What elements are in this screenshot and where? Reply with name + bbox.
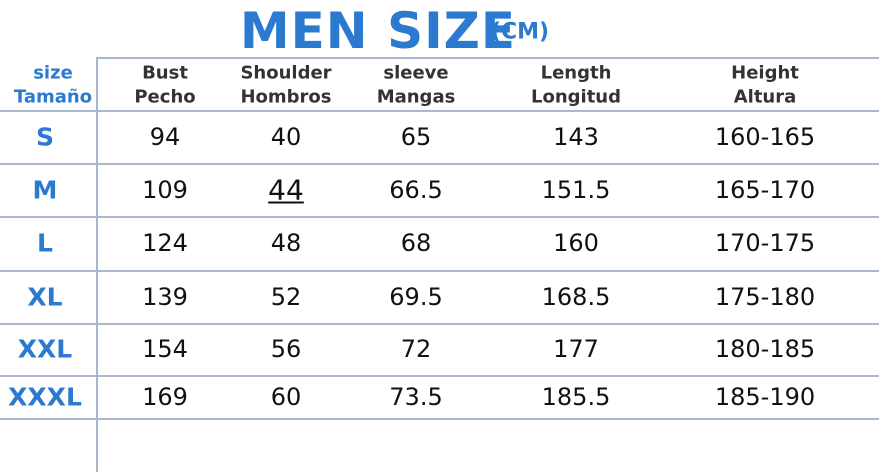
- row-line: [0, 375, 879, 377]
- cell: 69.5: [389, 283, 443, 311]
- cell: 154: [142, 335, 188, 363]
- cell: 185.5: [541, 383, 611, 411]
- header-cell: Bust: [142, 62, 188, 84]
- cell: 185-190: [714, 383, 816, 411]
- size-label: XXXL: [8, 382, 82, 412]
- cell: 60: [270, 383, 302, 411]
- cell: 52: [270, 283, 302, 311]
- cell: 180-185: [714, 335, 816, 363]
- cell: 177: [553, 335, 599, 363]
- size-label: L: [37, 228, 53, 258]
- cell: 48: [270, 229, 302, 257]
- cell: 151.5: [541, 176, 611, 204]
- cell: 72: [400, 335, 432, 363]
- header-cell: Hombros: [240, 86, 332, 108]
- cell: 139: [142, 283, 188, 311]
- header-cell: Length: [540, 62, 612, 84]
- cell: 160: [553, 229, 599, 257]
- cell: 175-180: [714, 283, 816, 311]
- cell: 170-175: [714, 229, 816, 257]
- header-cell: sleeve: [383, 62, 449, 84]
- header-cell: size: [33, 62, 73, 84]
- header-cell: Altura: [733, 86, 797, 108]
- header-cell: Longitud: [530, 86, 622, 108]
- cell: 160-165: [714, 123, 816, 151]
- row-line: [0, 418, 879, 420]
- cell: 94: [149, 123, 181, 151]
- cell: 124: [142, 229, 188, 257]
- unit: (CM): [490, 19, 550, 45]
- cell: 66.5: [389, 176, 443, 204]
- size-label: M: [32, 175, 58, 205]
- cell: 68: [400, 229, 432, 257]
- title: MEN SIZE: [239, 2, 517, 60]
- row-line: [0, 323, 879, 325]
- header-cell: Mangas: [376, 86, 456, 108]
- cell: 44: [268, 173, 304, 207]
- cell: 73.5: [389, 383, 443, 411]
- size-label: S: [35, 122, 55, 152]
- cell: 143: [553, 123, 599, 151]
- row-line: [0, 163, 879, 165]
- cell: 165-170: [714, 176, 816, 204]
- cell: 65: [400, 123, 432, 151]
- cell: 168.5: [541, 283, 611, 311]
- size-label: XL: [27, 282, 63, 312]
- cell: 56: [270, 335, 302, 363]
- header-cell: Tamaño: [13, 86, 93, 108]
- size-label: XXL: [17, 334, 73, 364]
- row-line: [0, 270, 879, 272]
- cell: 109: [142, 176, 188, 204]
- divider: [96, 57, 98, 472]
- header-cell: Shoulder: [240, 62, 332, 84]
- header-cell: Height: [731, 62, 799, 84]
- header-cell: Pecho: [134, 86, 196, 108]
- row-line: [0, 110, 879, 112]
- row-line: [97, 57, 879, 59]
- cell: 169: [142, 383, 188, 411]
- row-line: [0, 216, 879, 218]
- cell: 40: [270, 123, 302, 151]
